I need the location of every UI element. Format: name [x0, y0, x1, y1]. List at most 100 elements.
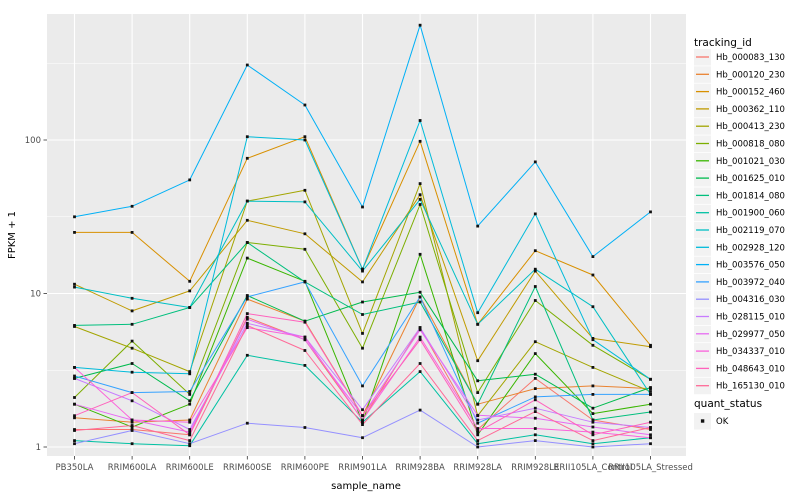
- legend-item-label: Hb_000362_110: [716, 105, 785, 115]
- legend-item-Hb_000152_460: Hb_000152_460: [694, 83, 785, 101]
- x-tick-label: RRIM600LA: [108, 463, 157, 473]
- x-tick-label: RRIM928LA: [453, 463, 502, 473]
- data-point: [533, 340, 537, 344]
- data-point: [303, 338, 307, 342]
- data-point: [649, 402, 652, 406]
- data-point: [418, 193, 422, 197]
- data-point: [188, 393, 192, 396]
- legend-item-label: Hb_000413_230: [716, 122, 785, 132]
- data-point: [245, 241, 249, 244]
- data-point: [130, 420, 134, 424]
- data-point: [418, 362, 422, 365]
- data-point: [533, 372, 537, 376]
- data-point: [130, 424, 134, 427]
- data-point: [476, 359, 480, 363]
- x-tick-label: RRIM600PE: [281, 463, 329, 473]
- data-point: [361, 269, 364, 273]
- data-point: [533, 416, 537, 420]
- legend-item-Hb_001625_010: Hb_001625_010: [694, 170, 785, 187]
- data-point: [361, 420, 364, 424]
- data-point: [188, 178, 192, 182]
- data-point: [73, 282, 76, 286]
- legend-item-label: Hb_004316_030: [716, 295, 785, 305]
- data-point: [245, 324, 249, 327]
- data-point: [245, 312, 249, 315]
- x-axis-title: sample_name: [331, 481, 401, 492]
- data-point: [130, 425, 134, 429]
- data-point: [649, 428, 652, 431]
- data-point: [418, 408, 422, 412]
- data-point: [303, 364, 307, 367]
- data-point: [533, 439, 537, 442]
- data-point: [649, 433, 652, 437]
- data-point: [73, 442, 76, 446]
- legend-item-label: Hb_001814_080: [716, 191, 785, 201]
- data-point: [361, 346, 364, 350]
- data-point: [476, 322, 480, 326]
- legend-item-label: Hb_048643_010: [716, 364, 785, 374]
- data-point: [130, 204, 134, 208]
- data-point: [533, 387, 537, 390]
- data-point: [476, 433, 480, 437]
- legend-item-label: Hb_001625_010: [716, 174, 785, 184]
- legend-title-tracking-id: tracking_id: [694, 37, 752, 49]
- data-point: [245, 353, 249, 357]
- y-tick-label: 1: [36, 443, 41, 453]
- data-point: [303, 280, 307, 284]
- data-point: [73, 285, 76, 289]
- data-point: [418, 370, 422, 373]
- x-tick-label: RRIM600LE: [166, 463, 214, 473]
- data-point: [73, 402, 76, 406]
- data-point: [188, 433, 192, 437]
- data-point: [649, 420, 652, 424]
- panel-background: [47, 14, 686, 456]
- data-point: [476, 421, 480, 425]
- data-point: [361, 423, 364, 426]
- data-point: [533, 433, 537, 437]
- data-point: [533, 212, 537, 216]
- legend: Hb_000083_130 Hb_000120_230 Hb_000152_460 H…: [694, 49, 785, 430]
- data-point: [73, 366, 76, 369]
- data-point: [245, 315, 249, 319]
- data-point: [533, 427, 537, 430]
- data-point: [649, 210, 652, 214]
- data-point: [130, 362, 134, 365]
- legend-item-label: Hb_034337_010: [716, 347, 785, 357]
- data-point: [130, 309, 134, 313]
- gridlines: [47, 14, 686, 456]
- data-point: [418, 139, 422, 143]
- data-point: [245, 317, 249, 321]
- data-point: [533, 269, 537, 273]
- legend-item-label: Hb_001900_060: [716, 209, 785, 219]
- legend-item-label: Hb_028115_010: [716, 313, 785, 323]
- data-point: [361, 414, 364, 418]
- data-point: [591, 412, 595, 415]
- data-point: [418, 23, 422, 27]
- axes: 1 10 100 PB350LA RRIM600LA RRIM600LE RRIM600SE…: [25, 136, 693, 473]
- data-point: [418, 335, 422, 339]
- data-point: [245, 156, 249, 160]
- data-point: [130, 339, 134, 343]
- data-point: [245, 295, 249, 299]
- legend-item-label: Hb_003972_040: [716, 278, 785, 288]
- data-point: [188, 420, 192, 424]
- data-point: [303, 320, 307, 324]
- data-point: [591, 420, 595, 424]
- data-point: [130, 296, 134, 300]
- data-point: [476, 439, 480, 442]
- data-point: [649, 386, 652, 389]
- data-point: [533, 410, 537, 413]
- data-point: [533, 267, 537, 271]
- data-point: [245, 256, 249, 260]
- data-point: [418, 203, 422, 206]
- data-point: [533, 406, 537, 410]
- data-point: [73, 429, 76, 432]
- data-point: [649, 426, 652, 429]
- legend-item-Hb_000818_080: Hb_000818_080: [694, 135, 785, 152]
- legend-item-Hb_003576_050: Hb_003576_050: [694, 256, 785, 274]
- data-point: [188, 370, 192, 373]
- legend-title-quant-status: quant_status: [694, 398, 762, 410]
- data-point: [533, 299, 537, 302]
- data-point: [418, 300, 422, 304]
- data-point: [73, 416, 76, 420]
